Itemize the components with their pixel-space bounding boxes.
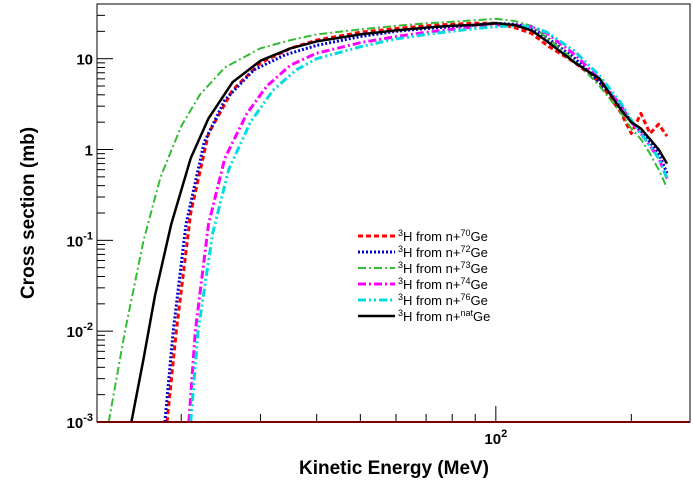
- series-line-76-ge: [189, 24, 669, 423]
- y-axis-title: Cross section (mb): [18, 127, 39, 299]
- legend-label: 3H from n+74Ge: [398, 276, 488, 292]
- series-line-72-ge: [163, 21, 669, 423]
- ticks-layer: 10-3 10-2 10-1 1 10 102: [67, 3, 632, 448]
- plot-frame: [96, 3, 691, 423]
- x-tick-label: 102: [484, 428, 507, 448]
- legend-label: 3H from n+72Ge: [398, 244, 488, 260]
- series-line-nat-ge: [130, 22, 669, 423]
- legend-label: 3H from n+73Ge: [398, 260, 488, 276]
- y-tick-label: 10: [76, 52, 93, 69]
- legend-label: 3H from n+76Ge: [398, 292, 488, 308]
- y-tick-label: 10-3: [67, 412, 93, 432]
- series-layer: [107, 17, 669, 423]
- series-line-74-ge: [187, 23, 669, 423]
- y-tick-label: 10-2: [67, 321, 93, 341]
- series-line-70-ge: [165, 21, 669, 423]
- legend-label: 3H from n+70Ge: [398, 228, 488, 244]
- y-tick-label: 10-1: [67, 230, 93, 250]
- y-tick-label: 1: [85, 143, 93, 160]
- legend-label: 3H from n+natGe: [398, 308, 490, 324]
- x-axis-title: Kinetic Energy (MeV): [299, 458, 489, 479]
- series-line-73-ge: [107, 17, 668, 423]
